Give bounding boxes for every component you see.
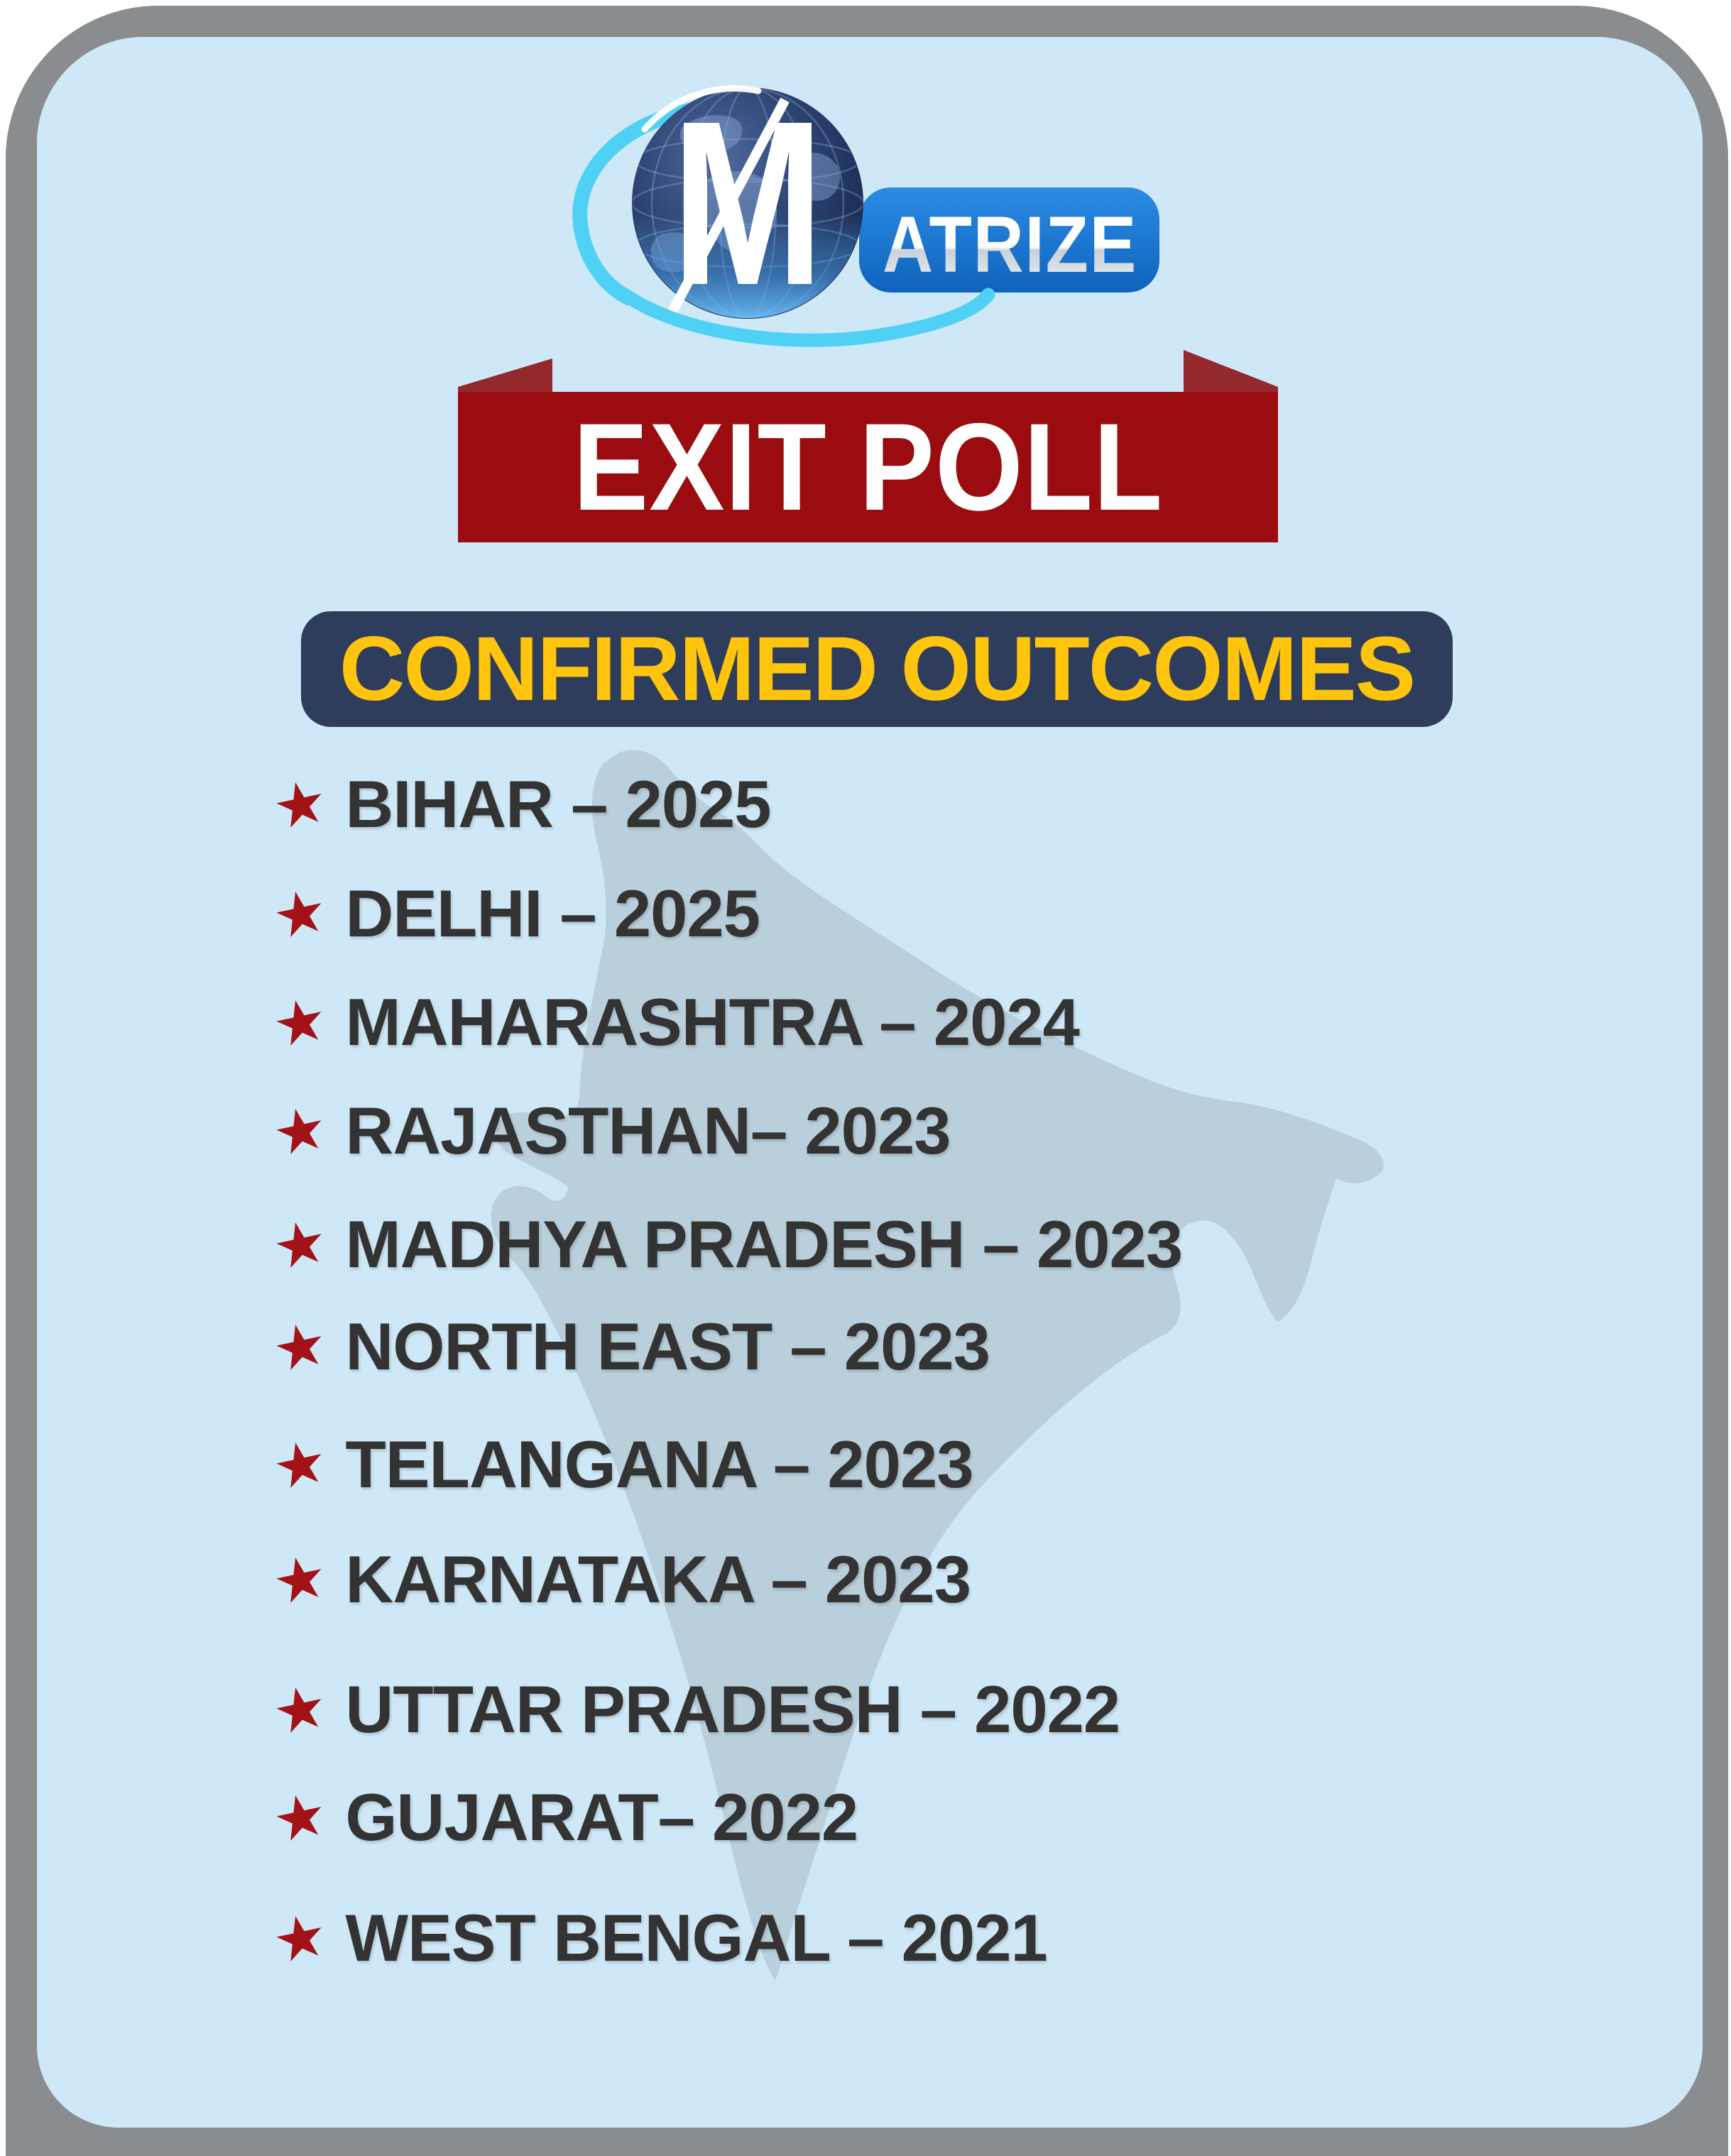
outcome-label: BIHAR – 2025 — [345, 767, 771, 841]
orbit-swoosh-front — [618, 288, 995, 347]
list-item: ★ UTTAR PRADESH – 2022 — [267, 1671, 1120, 1748]
logo-slash — [662, 97, 790, 326]
outcome-label: DELHI – 2025 — [345, 876, 760, 951]
star-icon: ★ — [267, 1779, 334, 1856]
section-title-text: CONFIRMED OUTCOMES — [339, 618, 1416, 720]
star-icon: ★ — [267, 1093, 334, 1169]
list-item: ★ MAHARASHTRA – 2024 — [267, 984, 1080, 1061]
outcome-label: UTTAR PRADESH – 2022 — [345, 1672, 1120, 1746]
list-item: ★ BIHAR – 2025 — [267, 766, 772, 843]
outcome-label: RAJASTHAN– 2023 — [345, 1093, 951, 1168]
list-item: ★ DELHI – 2025 — [267, 875, 760, 952]
outcome-label: KARNATAKA – 2023 — [345, 1542, 971, 1616]
ribbon-fold-left — [458, 359, 552, 395]
ribbon-body — [458, 392, 1278, 542]
star-icon: ★ — [267, 1671, 334, 1748]
banner-title: EXIT POLL — [458, 392, 1278, 542]
logo-mark: M — [672, 72, 824, 334]
list-item: ★ RAJASTHAN– 2023 — [267, 1093, 951, 1169]
star-icon: ★ — [267, 1900, 334, 1976]
outcome-label: MADHYA PRADESH – 2023 — [345, 1207, 1183, 1281]
outcome-label: MAHARASHTRA – 2024 — [345, 985, 1080, 1059]
star-icon: ★ — [267, 875, 334, 952]
wordmark-box — [859, 187, 1159, 292]
outcome-label: GUJARAT– 2022 — [345, 1780, 858, 1854]
outcome-label: WEST BENGAL – 2021 — [345, 1900, 1047, 1975]
list-item: ★ NORTH EAST – 2023 — [267, 1308, 990, 1385]
list-item: ★ MADHYA PRADESH – 2023 — [267, 1206, 1183, 1283]
star-icon: ★ — [267, 1541, 334, 1618]
list-item: ★ KARNATAKA – 2023 — [267, 1541, 971, 1618]
outcome-label: TELANGANA – 2023 — [345, 1427, 973, 1501]
star-icon: ★ — [267, 1426, 334, 1503]
banner-title-text: EXIT POLL — [572, 398, 1164, 537]
section-title-box: CONFIRMED OUTCOMES — [301, 611, 1453, 727]
star-icon: ★ — [267, 1308, 334, 1385]
list-item: ★ WEST BENGAL – 2021 — [267, 1900, 1048, 1976]
outcome-label: NORTH EAST – 2023 — [345, 1309, 990, 1384]
star-icon: ★ — [267, 984, 334, 1061]
ribbon-fold-right — [1184, 350, 1278, 395]
star-icon: ★ — [267, 1206, 334, 1283]
star-icon: ★ — [267, 766, 334, 843]
list-item: ★ GUJARAT– 2022 — [267, 1779, 858, 1856]
logo-word: ATRIZE — [883, 201, 1137, 289]
list-item: ★ TELANGANA – 2023 — [267, 1426, 973, 1503]
globe-rim-highlight — [641, 85, 762, 133]
